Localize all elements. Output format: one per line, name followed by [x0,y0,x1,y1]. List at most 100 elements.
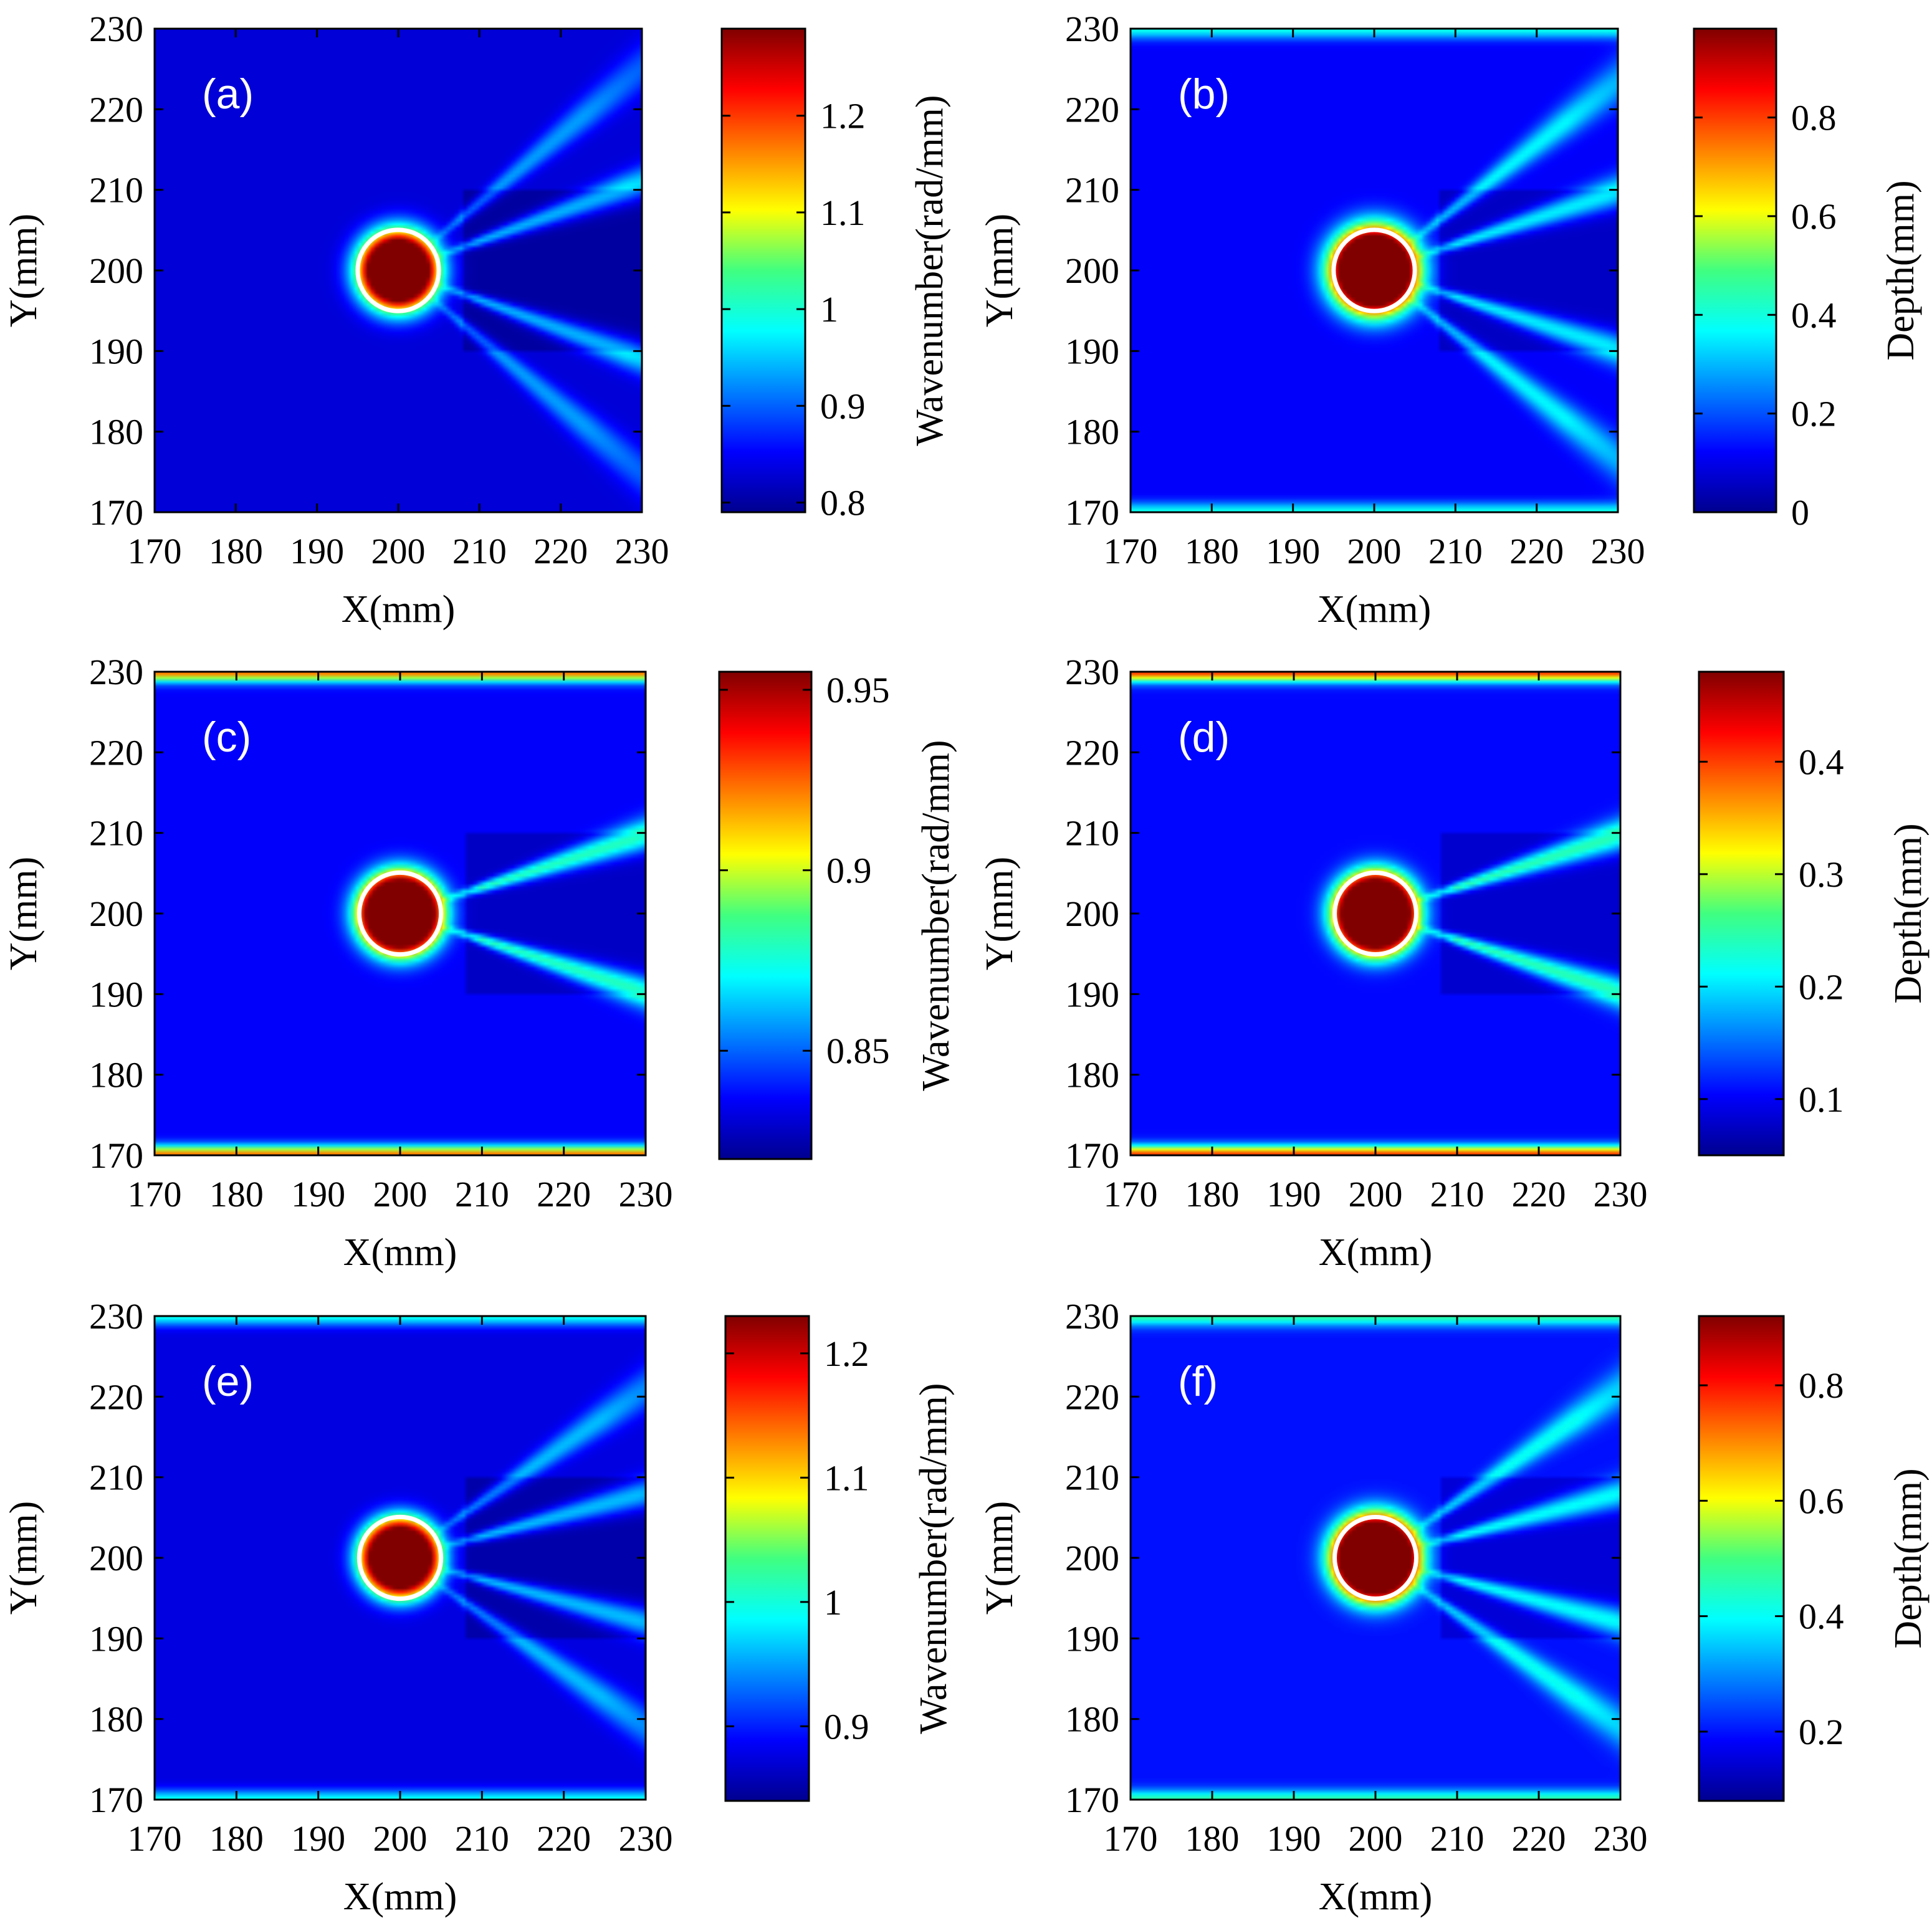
colorbar-label: Wavenumber(rad/mm) [912,1383,955,1734]
y-tick-label: 210 [1065,170,1119,211]
y-tick-label: 210 [89,170,143,211]
x-tick-label: 190 [291,1818,345,1859]
x-tick-label: 230 [1591,531,1645,571]
x-tick-label: 170 [128,1818,182,1859]
colorbar-a [720,27,806,513]
y-tick-label: 210 [89,813,143,854]
colorbar-tick-label: 0.9 [820,386,866,426]
heatmap-d [1131,672,1620,1155]
colorbar-tick-label: 1.1 [824,1458,869,1498]
x-tick-label: 180 [1185,1818,1240,1859]
y-tick-label: 180 [1065,1055,1119,1095]
x-tick-label: 210 [1430,1818,1485,1859]
panel-label-f: (f) [1178,1358,1218,1405]
colorbar-label: Depth(mm) [1887,1468,1930,1648]
y-tick-label: 230 [1065,1296,1119,1337]
colorbar-tick-label: 0.85 [826,1031,890,1071]
y-tick-label: 170 [1065,1780,1119,1820]
colorbar-tick-label: 0.8 [1799,1365,1844,1406]
y-tick-label: 200 [89,1538,143,1578]
x-tick-label: 170 [1104,1174,1158,1214]
x-tick-label: 170 [1104,1818,1158,1859]
colorbar-d [1698,670,1785,1157]
panel-label-c: (c) [202,713,251,761]
x-axis-label: X(mm) [1317,588,1432,631]
panel-d: (d) 170 180 190 200 210 220 230 170 180 190 200 210 2… [978,652,1930,1274]
x-tick-label: 190 [291,1174,345,1214]
y-axis-label: Y(mm) [2,214,45,328]
colorbar-label: Wavenumber(rad/mm) [909,95,951,446]
colorbar-tick-label: 0.8 [820,482,866,523]
heatmap-c [155,672,646,1155]
x-axis-label: X(mm) [343,1876,457,1918]
colorbar-tick-label: 1 [824,1582,842,1623]
x-tick-label: 220 [533,531,588,571]
x-tick-label: 210 [1430,1174,1485,1214]
y-tick-label: 200 [1065,251,1119,291]
y-tick-label: 230 [89,1296,143,1337]
x-tick-label: 170 [128,1174,182,1214]
colorbar-label: Depth(mm) [1887,823,1930,1003]
y-tick-label: 210 [1065,1458,1119,1498]
x-tick-label: 210 [452,531,507,571]
colorbar-tick-label: 0.8 [1791,98,1837,138]
colorbar-tick-label: 0.1 [1799,1079,1844,1120]
y-tick-label: 210 [1065,813,1119,854]
colorbar-tick-label: 0.2 [1799,1712,1844,1752]
x-tick-label: 220 [1512,1174,1566,1214]
colorbar-label: Depth(mm) [1880,180,1922,360]
x-tick-label: 180 [209,531,263,571]
y-tick-label: 220 [1065,1377,1119,1417]
x-tick-label: 230 [619,1818,673,1859]
x-tick-label: 190 [1267,1174,1321,1214]
x-axis-label: X(mm) [1319,1876,1433,1918]
colorbar-tick-label: 0.95 [826,670,890,710]
y-tick-label: 180 [1065,412,1119,452]
panel-c: (c) 170 180 190 200 210 220 230 170 180 190 200 210 2… [2,652,957,1274]
x-tick-label: 230 [615,531,669,571]
x-tick-label: 170 [1104,531,1158,571]
x-tick-label: 220 [537,1174,591,1214]
colorbar-tick-label: 0.2 [1791,394,1837,434]
colorbar-tick-label: 0.6 [1799,1481,1844,1521]
x-tick-label: 220 [1509,531,1564,571]
y-tick-label: 190 [89,1618,143,1659]
panel-label-e: (e) [202,1358,254,1405]
defect-outline-c [356,870,444,957]
panel-b: (b) 170 180 190 200 210 220 230 170 180 190 200 210 2… [978,9,1922,631]
heatmap-e [155,1316,646,1800]
y-axis-label: Y(mm) [978,214,1021,328]
y-tick-label: 180 [89,1699,143,1740]
y-tick-label: 190 [89,974,143,1014]
colorbar-tick-label: 0.6 [1791,196,1837,237]
colorbar-tick-label: 0 [1791,492,1809,533]
panel-label-a: (a) [202,70,254,118]
y-tick-label: 230 [1065,9,1119,49]
x-tick-label: 190 [290,531,344,571]
y-tick-label: 170 [1065,1135,1119,1176]
x-tick-label: 200 [1349,1174,1403,1214]
colorbar-tick-label: 0.4 [1791,295,1837,335]
panel-e: (e) 170 180 190 200 210 220 230 170 180 190 200 210 2… [2,1296,955,1918]
x-tick-label: 200 [371,531,426,571]
y-tick-label: 180 [1065,1699,1119,1740]
x-tick-label: 230 [619,1174,673,1214]
y-tick-label: 180 [89,1055,143,1095]
defect-outline-f [1332,1515,1418,1601]
x-tick-label: 210 [455,1818,509,1859]
colorbar-tick-label: 1.2 [820,96,866,136]
colorbar-tick-label: 0.3 [1799,854,1844,895]
y-tick-label: 170 [89,1780,143,1820]
y-tick-label: 220 [1065,89,1119,130]
y-tick-label: 190 [89,331,143,371]
panel-label-d: (d) [1178,713,1230,761]
y-tick-label: 200 [89,894,143,934]
x-tick-label: 170 [128,531,182,571]
y-tick-label: 190 [1065,974,1119,1014]
x-tick-label: 210 [455,1174,509,1214]
y-tick-label: 220 [89,1377,143,1417]
y-tick-label: 180 [89,412,143,452]
x-tick-label: 180 [1185,531,1239,571]
y-tick-label: 170 [89,1135,143,1176]
colorbar-b [1693,27,1777,513]
